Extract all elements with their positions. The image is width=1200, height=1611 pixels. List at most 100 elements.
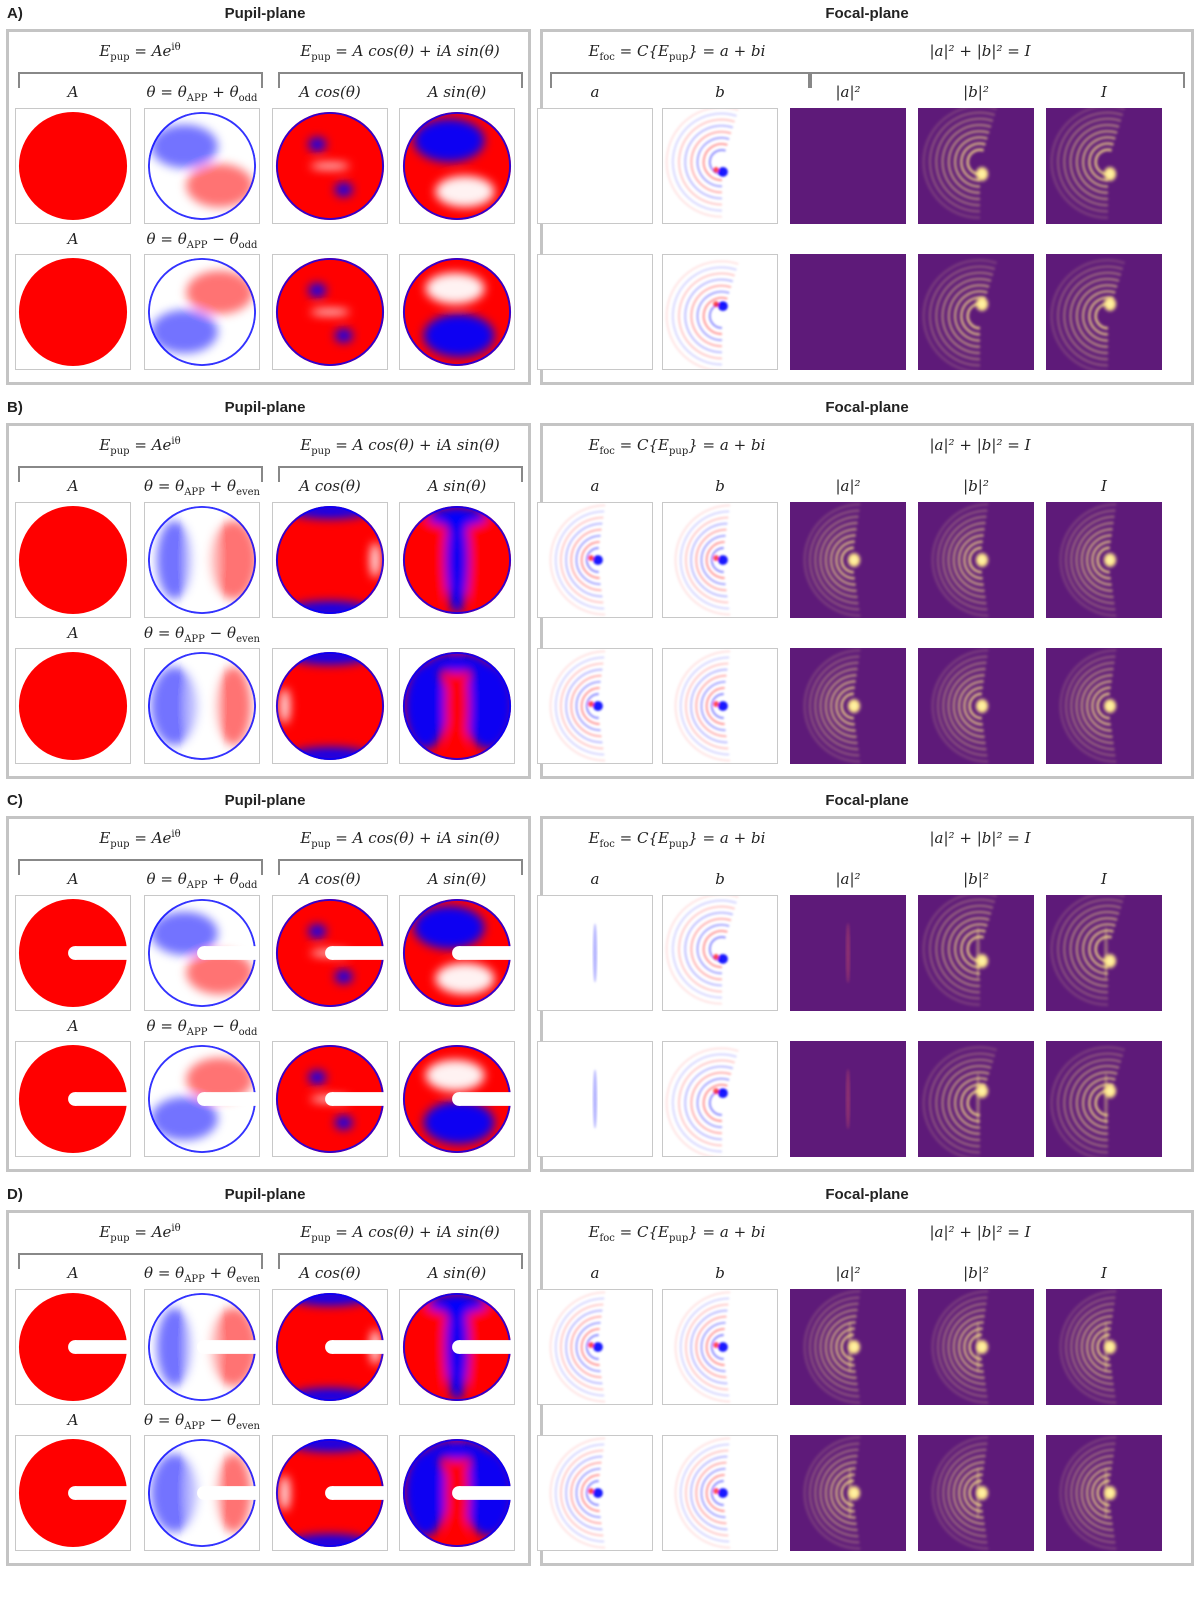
tile-real-a-row1-image: [538, 109, 652, 223]
fringe: [829, 679, 856, 732]
psf-side: [713, 554, 720, 561]
fringe: [803, 502, 861, 617]
tile-intensity-row2: [1046, 254, 1162, 370]
fringe: [941, 1301, 987, 1392]
fringe: [953, 289, 988, 343]
pupil-trig-equation: Epup = A cos(θ) + iA sin(θ): [300, 1222, 500, 1244]
tile-amplitude-row1: [15, 1288, 131, 1405]
pupil-trig-bracket: [278, 859, 523, 875]
fringe: [1075, 129, 1118, 195]
tile-imag-b-row2-image: [665, 260, 739, 369]
fringe: [559, 1302, 604, 1391]
tile-b-squared-row2: [918, 1041, 1034, 1157]
label-real-a: a: [590, 870, 600, 888]
psf-core: [718, 700, 728, 711]
tile-amplitude-row1-image: [18, 111, 128, 221]
spider-slot-end: [68, 946, 82, 960]
fringe: [934, 117, 994, 207]
fringe: [952, 527, 985, 592]
pupil-exp-bracket: [18, 1252, 263, 1269]
tile-imag-b-row2-image: [674, 1436, 731, 1549]
psf-side: [713, 301, 720, 308]
fringe: [684, 278, 734, 354]
tile-phase-row2: [144, 1041, 260, 1157]
tile-amplitude-row1-image: [18, 505, 128, 614]
tile-imag-b-row2: [662, 1041, 778, 1157]
tile-imag-b-row2: [662, 1434, 778, 1551]
fringe: [708, 936, 726, 963]
fringe: [813, 1301, 859, 1392]
fringe: [671, 899, 737, 999]
psf-core: [1102, 165, 1118, 183]
fringe: [922, 258, 998, 370]
fringe: [575, 1467, 601, 1518]
tile-a-squared-row1: [790, 501, 906, 618]
tile-cos-row1-image: [275, 898, 387, 1008]
label-sin: A sin(θ): [427, 83, 487, 101]
tile-imag-b-row1-image: [674, 503, 731, 616]
psf-core: [1102, 696, 1118, 715]
tile-sin-row1: [399, 1288, 515, 1405]
fringe: [585, 692, 599, 719]
fringe: [808, 508, 860, 611]
label-amplitude-row2: A: [67, 230, 79, 248]
tile-sin-row1-image: [402, 898, 514, 1008]
tile-real-a-row1: [537, 1288, 653, 1405]
tile-a-squared-row1-image: [846, 923, 850, 983]
fringe: [570, 1315, 602, 1378]
label-amplitude: A: [67, 476, 79, 495]
fringe: [1075, 283, 1118, 349]
tile-a-squared-row1-image: [803, 1289, 862, 1404]
tile-sin-row1-image: [402, 111, 512, 221]
tile-intensity-row1-image: [1059, 1289, 1118, 1404]
tile-intensity-row1: [1046, 501, 1162, 618]
tile-amplitude-row1-image: [18, 1292, 130, 1401]
pupil-exp-equation: Epup = Aeiθ: [99, 1222, 181, 1244]
fringe: [690, 522, 728, 597]
fringe: [1096, 545, 1110, 574]
fringe: [941, 660, 987, 751]
tile-intensity-row2-image: [1059, 1435, 1118, 1550]
tile-cos-row2-image: [275, 1438, 387, 1547]
psf-core: [1102, 295, 1118, 313]
fringe: [710, 692, 724, 719]
fringe: [824, 1460, 857, 1525]
fringe: [710, 1479, 724, 1506]
tile-b-squared-row1-image: [922, 108, 998, 220]
fringe: [1062, 117, 1122, 207]
pupil-plane-box: [6, 422, 531, 779]
tile-a-squared-row2: [790, 1434, 906, 1551]
fringe: [690, 284, 732, 348]
tile-sin-row1: [399, 895, 515, 1011]
tile-real-a-row2: [537, 1434, 653, 1551]
fringe: [1062, 1058, 1122, 1148]
pupil-plane-box: [6, 1209, 531, 1566]
pupil-exp-bracket: [18, 465, 263, 482]
fringe: [674, 503, 731, 616]
spider-slot-end: [197, 1339, 211, 1354]
fringe: [1085, 1320, 1112, 1373]
fringe: [575, 534, 601, 585]
fringe: [1096, 691, 1110, 720]
tile-intensity-row2-image: [1050, 1045, 1126, 1157]
fringe: [1080, 673, 1113, 738]
tile-b-squared-row2: [918, 647, 1034, 764]
fringe: [580, 1473, 600, 1512]
psf-side: [713, 1088, 720, 1095]
fringe: [957, 1320, 984, 1373]
tile-cos-row2-image: [275, 1044, 387, 1154]
spider-slot-end: [197, 1485, 211, 1500]
fringe: [819, 521, 858, 598]
fringe: [803, 648, 861, 763]
fringe: [559, 661, 604, 750]
tile-phase-row2: [144, 647, 260, 764]
spider-streak: [976, 927, 980, 979]
label-phase-plus: θ = θAPP + θodd: [146, 83, 258, 104]
fringe: [941, 1064, 992, 1142]
fringe: [1069, 277, 1120, 355]
fringe: [700, 534, 726, 585]
spider-slot: [74, 1485, 130, 1500]
fringe: [957, 679, 984, 732]
tile-sin-row1-image: [402, 505, 512, 614]
tile-phase-row1-image: [147, 505, 257, 614]
